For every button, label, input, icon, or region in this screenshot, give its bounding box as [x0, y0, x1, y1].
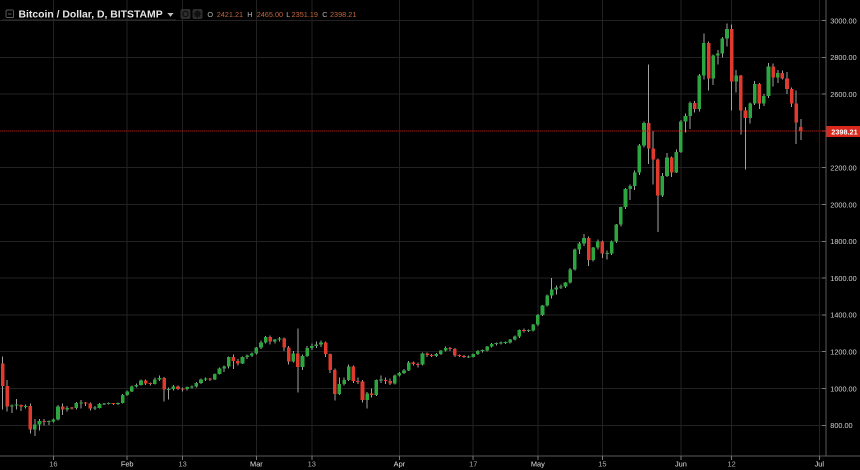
- svg-text:Jul: Jul: [815, 459, 825, 468]
- svg-text:May: May: [531, 459, 545, 468]
- svg-text:1000.00: 1000.00: [830, 384, 856, 393]
- svg-text:1200.00: 1200.00: [830, 348, 856, 357]
- svg-text:Jun: Jun: [675, 459, 687, 468]
- svg-text:Apr: Apr: [394, 459, 406, 468]
- svg-text:1800.00: 1800.00: [830, 237, 856, 246]
- svg-text:Mar: Mar: [250, 459, 263, 468]
- svg-text:15: 15: [598, 459, 606, 468]
- svg-text:Bitcoin / Dollar, D, BITSTAMP: Bitcoin / Dollar, D, BITSTAMP: [19, 10, 163, 21]
- svg-text:2200.00: 2200.00: [830, 164, 856, 173]
- svg-text:1600.00: 1600.00: [830, 274, 856, 283]
- svg-text:17: 17: [469, 459, 477, 468]
- svg-text:2600.00: 2600.00: [830, 90, 856, 99]
- svg-text:1400.00: 1400.00: [830, 311, 856, 320]
- svg-text:13: 13: [308, 459, 316, 468]
- svg-text:3000.00: 3000.00: [830, 16, 856, 25]
- svg-text:16: 16: [49, 459, 57, 468]
- svg-text:2800.00: 2800.00: [830, 53, 856, 62]
- svg-text:13: 13: [178, 459, 186, 468]
- svg-text:2000.00: 2000.00: [830, 200, 856, 209]
- svg-text:800.00: 800.00: [830, 421, 852, 430]
- svg-text:Feb: Feb: [121, 459, 134, 468]
- svg-text:2398.21: 2398.21: [831, 127, 857, 136]
- svg-text:12: 12: [727, 459, 735, 468]
